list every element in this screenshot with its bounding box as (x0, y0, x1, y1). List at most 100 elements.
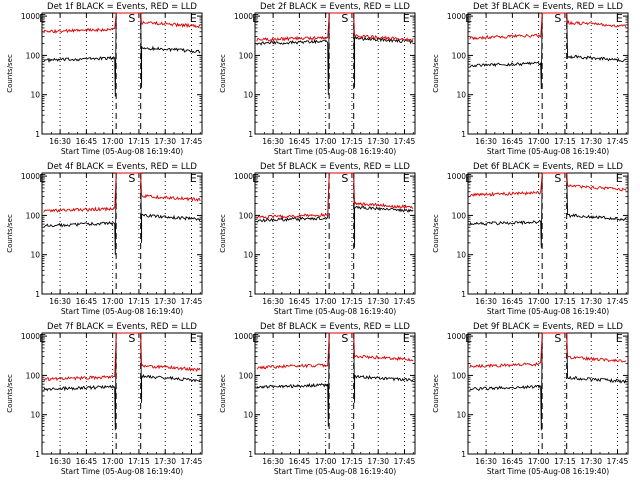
y-tick-label: 10 (456, 251, 466, 260)
events-series-line (43, 172, 201, 255)
x-tick-label: 17:30 (154, 137, 176, 146)
detector-panel-3: Det 3f BLACK = Events, RED = LLD 1 10 100 10… (426, 0, 639, 160)
panel-title: Det 1f BLACK = Events, RED = LLD (47, 2, 197, 12)
panel-plot-svg: Det 8f BLACK = Events, RED = LLD 1 10 100 10… (219, 322, 416, 476)
x-tick-label: 17:45 (607, 457, 629, 466)
panel-title: Det 4f BLACK = Events, RED = LLD (47, 162, 197, 172)
plot-frame (467, 332, 629, 455)
y-tick-label: 10 (30, 91, 40, 100)
marker-s: S (341, 12, 348, 25)
panel-title: Det 5f BLACK = Events, RED = LLD (260, 162, 410, 172)
panel-title: Det 9f BLACK = Events, RED = LLD (473, 322, 623, 332)
events-series-line (256, 12, 414, 95)
panel-plot-svg: Det 1f BLACK = Events, RED = LLD 1 10 100 10… (6, 2, 203, 156)
x-tick-label: 17:00 (102, 137, 124, 146)
x-tick-label: 17:15 (341, 297, 363, 306)
y-tick-label: 1000 (21, 12, 40, 21)
x-tick-label: 17:30 (367, 457, 389, 466)
marker-e: E (252, 172, 259, 185)
x-axis-label: Start Time (05-Aug-08 16:19:40) (274, 467, 396, 476)
marker-s: S (554, 172, 561, 185)
y-tick-label: 1 (248, 450, 253, 459)
plot-frame (254, 332, 416, 455)
y-tick-label: 100 (239, 371, 254, 380)
x-axis-label: Start Time (05-Aug-08 16:19:40) (61, 307, 183, 316)
plot-frame (467, 172, 629, 295)
y-tick-label: 1 (248, 290, 253, 299)
y-tick-label: 1 (461, 130, 466, 139)
x-axis-label: Start Time (05-Aug-08 16:19:40) (61, 467, 183, 476)
y-tick-label: 1000 (447, 172, 466, 181)
x-tick-label: 16:45 (502, 297, 524, 306)
marker-e: E (465, 332, 472, 345)
x-tick-label: 17:45 (394, 297, 416, 306)
x-tick-label: 17:15 (341, 137, 363, 146)
detector-panel-2: Det 2f BLACK = Events, RED = LLD 1 10 100 10… (213, 0, 426, 160)
x-tick-label: 17:15 (341, 457, 363, 466)
y-axis-label: Counts/sec (432, 214, 440, 253)
y-tick-label: 1000 (447, 332, 466, 341)
panel-title: Det 6f BLACK = Events, RED = LLD (473, 162, 623, 172)
plot-frame (41, 332, 203, 455)
marker-s: S (128, 172, 135, 185)
panel-plot-svg: Det 6f BLACK = Events, RED = LLD 1 10 100 10… (432, 162, 629, 316)
plot-frame (41, 172, 203, 295)
y-axis-label: Counts/sec (219, 54, 227, 93)
x-tick-label: 17:30 (154, 297, 176, 306)
y-axis-label: Counts/sec (219, 214, 227, 253)
y-axis-label: Counts/sec (6, 54, 14, 93)
y-tick-label: 10 (243, 251, 253, 260)
x-tick-label: 17:15 (128, 137, 150, 146)
y-tick-label: 100 (452, 51, 467, 60)
y-axis-label: Counts/sec (432, 54, 440, 93)
x-tick-label: 17:45 (181, 137, 203, 146)
y-tick-label: 100 (452, 371, 467, 380)
x-tick-label: 17:15 (554, 457, 576, 466)
x-tick-label: 16:45 (289, 137, 311, 146)
x-tick-label: 16:30 (475, 137, 497, 146)
plot-frame (254, 172, 416, 295)
y-tick-label: 100 (239, 51, 254, 60)
x-tick-label: 16:45 (289, 297, 311, 306)
x-tick-label: 17:00 (528, 297, 550, 306)
y-tick-label: 100 (26, 211, 41, 220)
detector-panel-8: Det 8f BLACK = Events, RED = LLD 1 10 100 10… (213, 320, 426, 480)
y-tick-label: 1000 (21, 172, 40, 181)
x-tick-label: 16:45 (289, 457, 311, 466)
y-tick-label: 100 (26, 371, 41, 380)
marker-e: E (403, 172, 410, 185)
x-tick-label: 17:15 (554, 297, 576, 306)
marker-s: S (128, 332, 135, 345)
marker-s: S (341, 172, 348, 185)
y-tick-label: 1000 (234, 172, 253, 181)
lld-series-line (43, 332, 201, 382)
detector-panel-9: Det 9f BLACK = Events, RED = LLD 1 10 100 10… (426, 320, 639, 480)
y-axis-label: Counts/sec (6, 374, 14, 413)
x-axis-label: Start Time (05-Aug-08 16:19:40) (274, 147, 396, 156)
panel-title: Det 8f BLACK = Events, RED = LLD (260, 322, 410, 332)
x-tick-label: 17:00 (315, 137, 337, 146)
x-tick-label: 17:45 (394, 457, 416, 466)
x-tick-label: 17:15 (554, 137, 576, 146)
x-tick-label: 16:30 (475, 297, 497, 306)
marker-s: S (341, 332, 348, 345)
y-tick-label: 10 (456, 411, 466, 420)
marker-e: E (39, 12, 46, 25)
x-tick-label: 17:30 (154, 457, 176, 466)
x-tick-label: 16:30 (49, 297, 71, 306)
x-tick-label: 16:45 (502, 137, 524, 146)
x-axis-label: Start Time (05-Aug-08 16:19:40) (487, 307, 609, 316)
panel-plot-svg: Det 3f BLACK = Events, RED = LLD 1 10 100 10… (432, 2, 629, 156)
marker-s: S (554, 332, 561, 345)
panel-plot-svg: Det 9f BLACK = Events, RED = LLD 1 10 100 10… (432, 322, 629, 476)
events-series-line (469, 172, 627, 248)
y-tick-label: 1 (35, 130, 40, 139)
marker-e: E (252, 12, 259, 25)
events-series-line (256, 332, 414, 427)
lld-series-line (469, 332, 627, 369)
lld-series-line (469, 12, 627, 41)
y-tick-label: 10 (30, 251, 40, 260)
x-tick-label: 17:00 (315, 457, 337, 466)
y-axis-label: Counts/sec (219, 374, 227, 413)
y-tick-label: 1000 (447, 12, 466, 21)
